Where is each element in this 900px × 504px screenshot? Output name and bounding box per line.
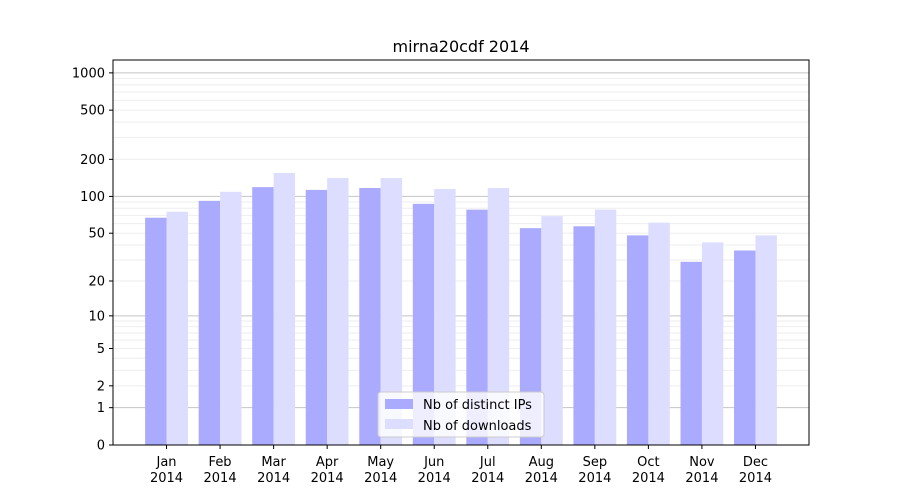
legend-label-ips: Nb of distinct IPs bbox=[423, 398, 532, 413]
bar-downloads bbox=[434, 188, 456, 445]
bars bbox=[145, 172, 777, 446]
y-tick-label: 500 bbox=[80, 104, 105, 119]
x-tick-label-year: 2014 bbox=[150, 471, 183, 486]
x-tick-label-year: 2014 bbox=[525, 471, 558, 486]
bar-ips bbox=[734, 250, 756, 445]
bar-ips bbox=[573, 226, 595, 445]
chart-title: mirna20cdf 2014 bbox=[392, 37, 529, 56]
y-tick-label: 200 bbox=[80, 153, 105, 168]
x-tick-label-month: Aug bbox=[529, 455, 554, 470]
y-tick-label: 0 bbox=[97, 439, 105, 454]
bar-downloads bbox=[487, 188, 510, 445]
bar-ips bbox=[198, 200, 221, 445]
bar-downloads bbox=[220, 191, 242, 445]
x-tick-label-month: Mar bbox=[261, 455, 286, 470]
bar-ips bbox=[252, 187, 274, 445]
x-tick-label-year: 2014 bbox=[204, 471, 237, 486]
legend-swatch-downloads bbox=[385, 419, 413, 429]
x-tick-label-month: Nov bbox=[689, 455, 715, 470]
bar-downloads bbox=[380, 178, 403, 446]
bar-ips bbox=[519, 228, 542, 445]
bar-ips bbox=[680, 261, 702, 445]
y-tick-label: 20 bbox=[88, 275, 105, 290]
legend: Nb of distinct IPs Nb of downloads bbox=[377, 391, 545, 438]
x-tick-label-month: Feb bbox=[209, 455, 232, 470]
bar-ips bbox=[412, 203, 435, 445]
bar-ips bbox=[145, 217, 167, 445]
y-tick-label: 5 bbox=[97, 342, 105, 357]
x-tick-label-year: 2014 bbox=[364, 471, 397, 486]
x-tick-label-year: 2014 bbox=[632, 471, 665, 486]
y-tick-label: 50 bbox=[88, 227, 105, 242]
bar-downloads bbox=[648, 222, 670, 445]
bar-downloads bbox=[327, 178, 349, 446]
bar-downloads bbox=[701, 242, 724, 445]
x-tick-label-month: Sep bbox=[583, 455, 608, 470]
x-tick-label-year: 2014 bbox=[471, 471, 504, 486]
x-tick-label-year: 2014 bbox=[257, 471, 290, 486]
bar-downloads bbox=[166, 211, 188, 445]
x-tick-label-year: 2014 bbox=[685, 471, 718, 486]
bar-ips bbox=[359, 188, 381, 445]
x-tick-label-month: Jun bbox=[423, 455, 444, 470]
bar-downloads bbox=[755, 235, 777, 445]
x-tick-label-month: Dec bbox=[743, 455, 768, 470]
x-axis: Jan2014Feb2014Mar2014Apr2014May2014Jun20… bbox=[150, 445, 772, 486]
y-tick-label: 2 bbox=[97, 379, 105, 394]
bar-downloads bbox=[273, 172, 296, 445]
x-tick-label-month: Apr bbox=[316, 455, 339, 470]
plot-frame bbox=[112, 59, 810, 446]
y-tick-label: 100 bbox=[80, 190, 105, 205]
x-tick-label-year: 2014 bbox=[418, 471, 451, 486]
x-tick-label-month: Jan bbox=[156, 455, 177, 470]
y-tick-label: 10 bbox=[88, 309, 105, 324]
y-tick-label: 1000 bbox=[72, 66, 105, 81]
bar-downloads bbox=[594, 209, 617, 445]
legend-label-downloads: Nb of downloads bbox=[423, 419, 532, 434]
x-tick-label-year: 2014 bbox=[311, 471, 344, 486]
x-tick-label-year: 2014 bbox=[578, 471, 611, 486]
x-tick-label-month: Oct bbox=[637, 455, 659, 470]
y-tick-label: 1 bbox=[97, 401, 105, 416]
bar-ips bbox=[466, 209, 488, 445]
x-tick-label-month: May bbox=[367, 455, 394, 470]
x-tick-label-month: Jul bbox=[479, 455, 496, 470]
legend-swatch-ips bbox=[385, 399, 413, 409]
bar-ips bbox=[626, 235, 649, 445]
bar-downloads bbox=[541, 216, 563, 445]
y-axis: 0 1 2 5 10 20 50 100 200 500 1000 bbox=[72, 66, 113, 454]
bar-ips bbox=[305, 189, 328, 445]
x-tick-label-year: 2014 bbox=[739, 471, 772, 486]
